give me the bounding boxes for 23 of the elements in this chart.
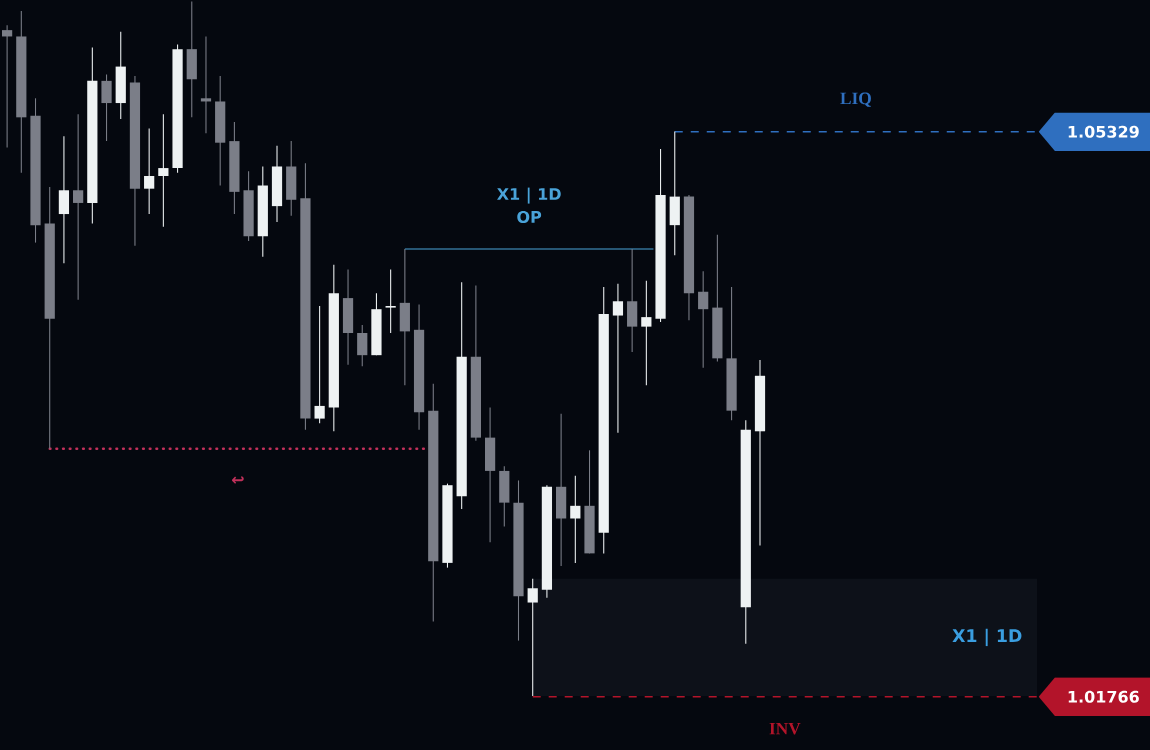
- candlestick: [527, 578, 538, 697]
- candlestick: [58, 135, 70, 264]
- annotation: X1 | 1D: [497, 187, 561, 204]
- candlestick: [144, 127, 155, 215]
- band-label: X1 | 1D: [952, 628, 1022, 647]
- ref-line-label: LIQ: [840, 92, 871, 107]
- candlestick: [73, 113, 84, 301]
- ref-line-label: ↩: [232, 476, 244, 484]
- candlestick: [200, 35, 212, 134]
- candlestick: [570, 475, 581, 564]
- candlestick: [158, 113, 169, 228]
- candlestick: [101, 73, 112, 142]
- candlestick: [698, 270, 709, 369]
- ref-line-label: OP: [517, 210, 542, 223]
- candlestick: [1, 24, 13, 148]
- candlestick: [314, 305, 325, 424]
- candlestick: [612, 283, 624, 434]
- candlestick: [357, 324, 368, 367]
- ref-line-label: INV: [769, 722, 801, 735]
- candlestick: [641, 280, 652, 386]
- y-tick-label: 1.01766: [1068, 690, 1139, 703]
- candlestick: [385, 269, 396, 334]
- y-tick-label: 1.05329: [1068, 125, 1139, 138]
